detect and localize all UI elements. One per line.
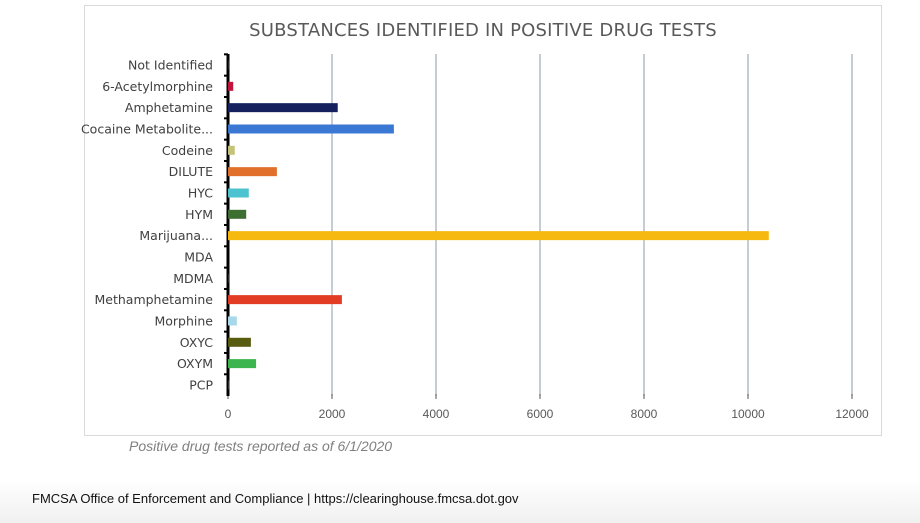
category-label: OXYM	[177, 356, 213, 371]
bar-not-identified	[228, 60, 230, 70]
x-tick-label: 2000	[319, 407, 346, 421]
footer-text: FMCSA Office of Enforcement and Complian…	[32, 491, 519, 506]
category-label: Cocaine Metabolite...	[81, 121, 213, 136]
category-label: Codeine	[162, 143, 213, 158]
bar-oxym	[228, 359, 257, 369]
bar-methamphetamine	[228, 295, 342, 305]
category-label: Not Identified	[128, 58, 213, 73]
x-tick-label: 4000	[423, 407, 450, 421]
bar-oxyc	[228, 337, 251, 347]
chart-caption: Positive drug tests reported as of 6/1/2…	[129, 438, 393, 454]
category-label: MDA	[184, 249, 213, 264]
category-label: MDMA	[173, 271, 213, 286]
bar-hyc	[228, 188, 249, 198]
bar-cocaine-metabolite	[228, 124, 394, 134]
category-label: Morphine	[154, 313, 213, 328]
bar-hym	[228, 209, 247, 219]
x-tick-label: 12000	[835, 407, 869, 421]
x-tick-label: 0	[225, 407, 232, 421]
bar-marijuana	[228, 231, 769, 241]
category-label: PCP	[189, 377, 213, 392]
bar-codeine	[228, 145, 235, 155]
bar-dilute	[228, 167, 277, 177]
x-tick-label: 10000	[731, 407, 765, 421]
chart-title: SUBSTANCES IDENTIFIED IN POSITIVE DRUG T…	[249, 20, 717, 41]
bar-amphetamine	[228, 103, 338, 113]
category-label: Methamphetamine	[94, 292, 213, 307]
footer-bar: FMCSA Office of Enforcement and Complian…	[0, 480, 920, 523]
bar-morphine	[228, 316, 237, 326]
bar-6-acetylmorphine	[228, 81, 234, 91]
bar-pcp	[228, 380, 230, 390]
category-label: 6-Acetylmorphine	[102, 79, 213, 94]
x-tick-label: 6000	[527, 407, 554, 421]
category-label: OXYC	[180, 335, 214, 350]
x-tick-label: 8000	[631, 407, 658, 421]
category-label: HYM	[185, 207, 213, 222]
chart-frame	[84, 5, 882, 436]
category-label: DILUTE	[169, 164, 213, 179]
category-label: Marijuana...	[139, 228, 213, 243]
category-label: Amphetamine	[125, 100, 213, 115]
category-label: HYC	[188, 185, 213, 200]
